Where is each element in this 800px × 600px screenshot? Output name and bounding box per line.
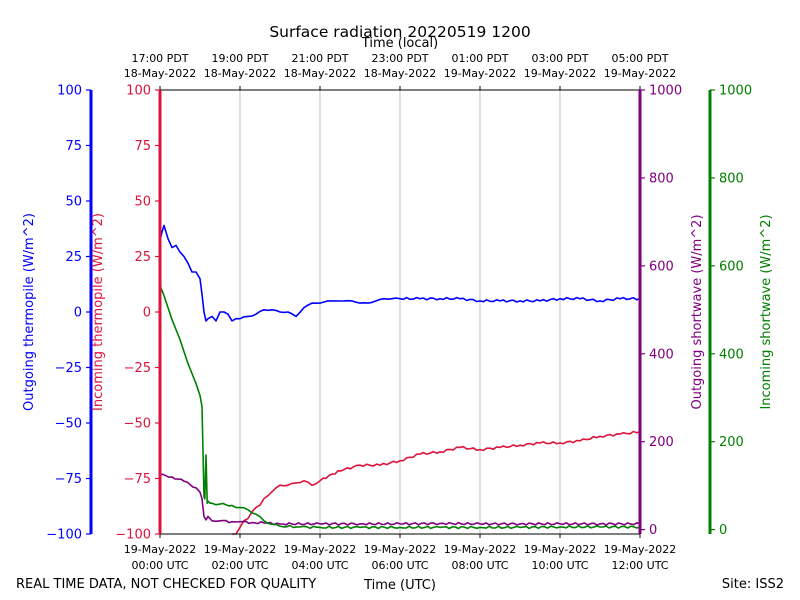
incoming-thermopile-tick-label: 100 xyxy=(126,84,151,99)
x-tick-label-date: 19-May-2022 xyxy=(524,543,596,556)
incoming-thermopile-tick-label: 25 xyxy=(134,250,151,265)
outgoing-thermopile-tick-label: 25 xyxy=(65,250,82,265)
outgoing-thermopile-tick-label: 50 xyxy=(65,195,82,210)
series-line-outgoing-thermopile xyxy=(159,224,641,322)
x-tick-label-date: 19-May-2022 xyxy=(204,543,276,556)
outgoing-shortwave-tick-label: 600 xyxy=(649,259,674,274)
outgoing-thermopile-axis-label: Outgoing thermopile (W/m^2) xyxy=(22,213,37,411)
top-tick-label-date: 18-May-2022 xyxy=(364,67,436,80)
outgoing-shortwave-tick-label: 800 xyxy=(649,171,674,186)
x-tick-label-date: 19-May-2022 xyxy=(124,543,196,556)
x-tick-label-date: 19-May-2022 xyxy=(444,543,516,556)
incoming-shortwave-tick-label: 0 xyxy=(719,523,727,538)
series-line-incoming-shortwave xyxy=(159,285,641,530)
top-tick-label-time: 03:00 PDT xyxy=(531,52,588,65)
x-tick-label-date: 19-May-2022 xyxy=(604,543,676,556)
top-tick-label-date: 19-May-2022 xyxy=(604,67,676,80)
x-tick-label-time: 02:00 UTC xyxy=(211,559,268,572)
x-tick-label-time: 12:00 UTC xyxy=(611,559,668,572)
incoming-thermopile-tick-label: 50 xyxy=(134,195,151,210)
incoming-thermopile-tick-label: 0 xyxy=(143,306,151,321)
incoming-thermopile-tick-label: −75 xyxy=(124,472,151,487)
outgoing-shortwave-tick-label: 1000 xyxy=(649,84,682,99)
x-axis-label: Time (UTC) xyxy=(363,578,436,593)
top-axis-title: Time (local) xyxy=(361,36,438,51)
outgoing-thermopile-tick-label: −50 xyxy=(55,417,82,432)
outgoing-shortwave-tick-label: 200 xyxy=(649,435,674,450)
top-tick-label-time: 23:00 PDT xyxy=(371,52,428,65)
incoming-shortwave-axis-label: Incoming shortwave (W/m^2) xyxy=(759,214,774,409)
footer-quality-note: REAL TIME DATA, NOT CHECKED FOR QUALITY xyxy=(16,577,316,592)
incoming-thermopile-tick-label: −50 xyxy=(124,417,151,432)
incoming-shortwave-tick-label: 400 xyxy=(719,347,744,362)
series-line-outgoing-shortwave xyxy=(159,473,641,526)
top-tick-label-date: 18-May-2022 xyxy=(204,67,276,80)
top-tick-label-date: 18-May-2022 xyxy=(284,67,356,80)
axis-ticks: 19-May-2022 00:00 UTC 19-May-2022 02:00 UTC… xyxy=(46,52,752,572)
top-tick-label-time: 19:00 PDT xyxy=(211,52,268,65)
x-tick-label-time: 10:00 UTC xyxy=(531,559,588,572)
grid-lines xyxy=(239,90,561,534)
incoming-shortwave-tick-label: 200 xyxy=(719,435,744,450)
top-tick-label-time: 01:00 PDT xyxy=(451,52,508,65)
incoming-thermopile-tick-label: 75 xyxy=(134,139,151,154)
outgoing-thermopile-tick-label: 100 xyxy=(57,84,82,99)
x-tick-label-date: 19-May-2022 xyxy=(284,543,356,556)
top-tick-label-time: 05:00 PDT xyxy=(611,52,668,65)
chart-title: Surface radiation 20220519 1200 xyxy=(269,23,530,41)
x-tick-label-date: 19-May-2022 xyxy=(364,543,436,556)
series-lines xyxy=(159,224,641,535)
top-tick-label-date: 19-May-2022 xyxy=(524,67,596,80)
x-tick-label-time: 06:00 UTC xyxy=(371,559,428,572)
x-tick-label-time: 00:00 UTC xyxy=(131,559,188,572)
x-tick-label-time: 08:00 UTC xyxy=(451,559,508,572)
series-line-incoming-thermopile xyxy=(232,430,641,535)
top-tick-label-date: 18-May-2022 xyxy=(124,67,196,80)
incoming-shortwave-tick-label: 1000 xyxy=(719,84,752,99)
top-tick-label-time: 17:00 PDT xyxy=(131,52,188,65)
incoming-shortwave-tick-label: 800 xyxy=(719,171,744,186)
outgoing-thermopile-tick-label: −100 xyxy=(46,528,82,543)
outgoing-thermopile-tick-label: 75 xyxy=(65,139,82,154)
outgoing-shortwave-tick-label: 0 xyxy=(649,523,657,538)
incoming-thermopile-tick-label: −100 xyxy=(115,528,151,543)
top-tick-label-time: 21:00 PDT xyxy=(291,52,348,65)
outgoing-thermopile-tick-label: −25 xyxy=(55,361,82,376)
outgoing-thermopile-tick-label: −75 xyxy=(55,472,82,487)
x-tick-label-time: 04:00 UTC xyxy=(291,559,348,572)
outgoing-shortwave-tick-label: 400 xyxy=(649,347,674,362)
top-tick-label-date: 19-May-2022 xyxy=(444,67,516,80)
footer-site: Site: ISS2 xyxy=(722,577,784,592)
incoming-shortwave-tick-label: 600 xyxy=(719,259,744,274)
outgoing-shortwave-axis-label: Outgoing shortwave (W/m^2) xyxy=(690,214,705,409)
incoming-thermopile-tick-label: −25 xyxy=(124,361,151,376)
outgoing-thermopile-tick-label: 0 xyxy=(74,306,82,321)
incoming-thermopile-axis-label: Incoming thermopile (W/m^2) xyxy=(91,213,106,411)
